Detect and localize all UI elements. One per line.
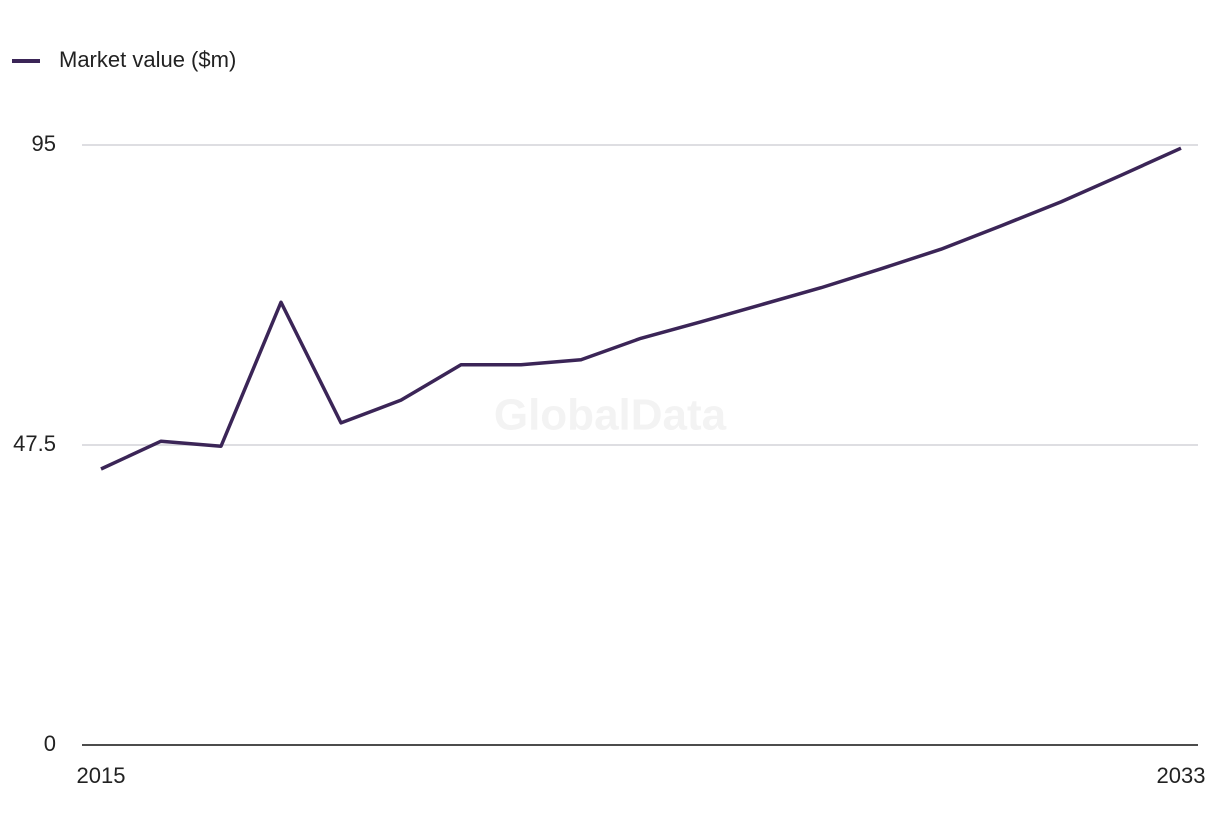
watermark: GlobalData (494, 391, 727, 440)
y-tick-label: 47.5 (13, 431, 56, 456)
x-tick-label: 2015 (77, 763, 126, 788)
x-tick-label: 2033 (1157, 763, 1206, 788)
data-line (100, 146, 1182, 471)
y-tick-label: 0 (44, 731, 56, 756)
legend-label: Market value ($m) (59, 47, 236, 72)
y-tick-label: 95 (32, 131, 56, 156)
